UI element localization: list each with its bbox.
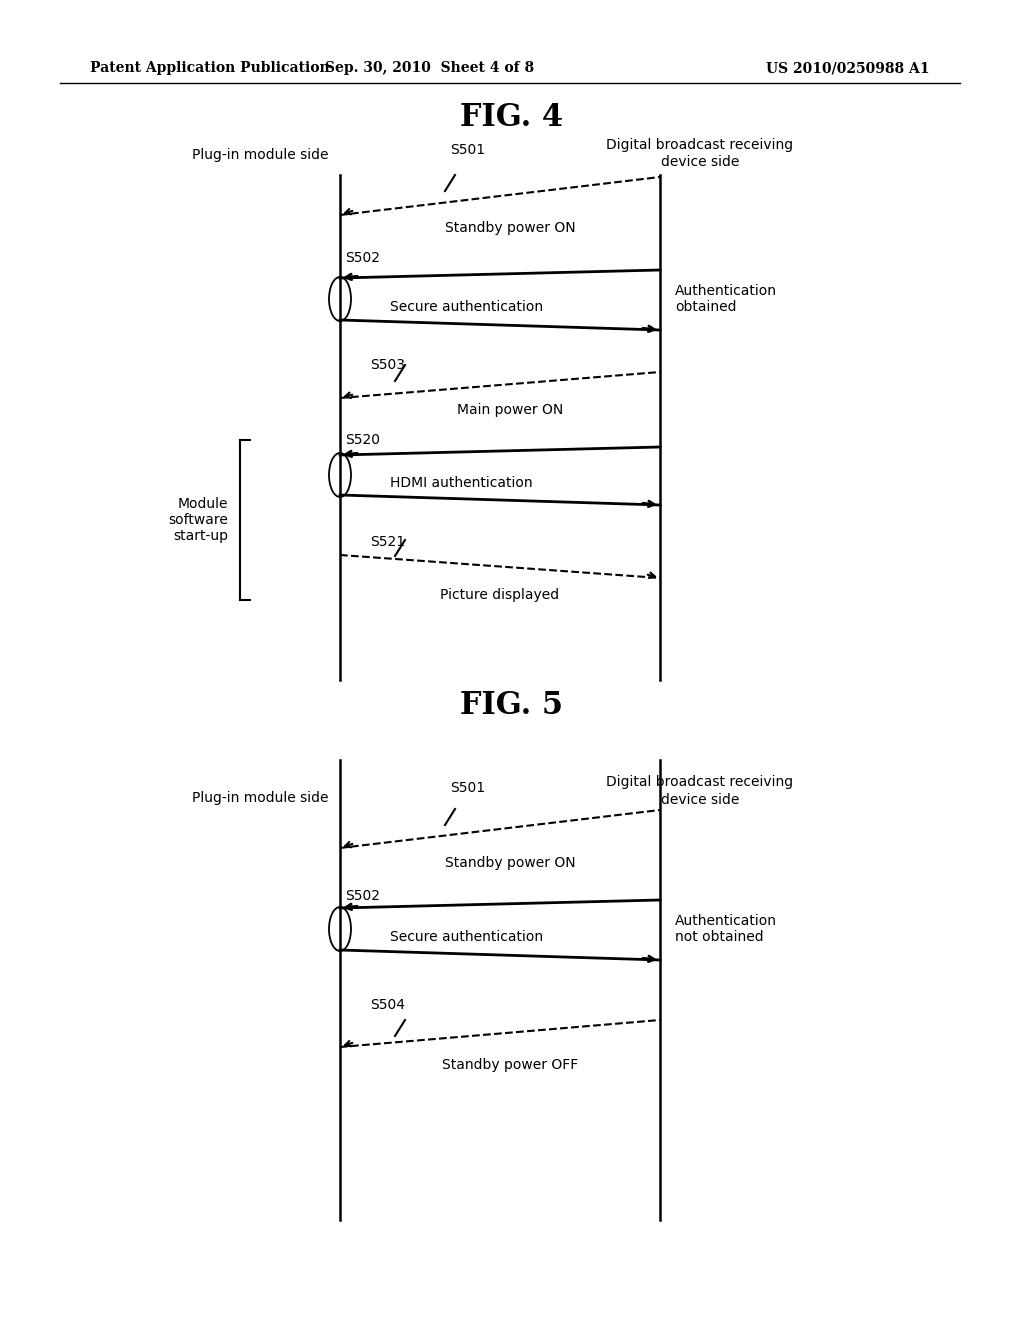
Text: FIG. 4: FIG. 4: [461, 103, 563, 133]
Text: Authentication
obtained: Authentication obtained: [675, 284, 777, 314]
Text: S503: S503: [370, 358, 406, 372]
Text: Digital broadcast receiving: Digital broadcast receiving: [606, 775, 794, 789]
Text: Sep. 30, 2010  Sheet 4 of 8: Sep. 30, 2010 Sheet 4 of 8: [326, 61, 535, 75]
Text: Module
software
start-up: Module software start-up: [168, 496, 228, 544]
Text: Standby power ON: Standby power ON: [444, 855, 575, 870]
Text: Patent Application Publication: Patent Application Publication: [90, 61, 330, 75]
Text: device side: device side: [660, 793, 739, 807]
Text: Secure authentication: Secure authentication: [390, 300, 543, 314]
Text: Authentication
not obtained: Authentication not obtained: [675, 913, 777, 944]
Text: FIG. 5: FIG. 5: [461, 689, 563, 721]
Text: Plug-in module side: Plug-in module side: [191, 148, 329, 162]
Text: Standby power ON: Standby power ON: [444, 220, 575, 235]
Text: Plug-in module side: Plug-in module side: [191, 791, 329, 805]
Text: S520: S520: [345, 433, 380, 447]
Text: S502: S502: [345, 888, 380, 903]
Text: S501: S501: [450, 143, 485, 157]
Text: Standby power OFF: Standby power OFF: [442, 1059, 579, 1072]
Text: S521: S521: [370, 535, 406, 549]
Text: S502: S502: [345, 251, 380, 265]
Text: Digital broadcast receiving: Digital broadcast receiving: [606, 139, 794, 152]
Text: Main power ON: Main power ON: [457, 403, 563, 417]
Text: device side: device side: [660, 154, 739, 169]
Text: S504: S504: [370, 998, 406, 1012]
Text: US 2010/0250988 A1: US 2010/0250988 A1: [767, 61, 930, 75]
Text: S501: S501: [450, 781, 485, 795]
Text: Secure authentication: Secure authentication: [390, 931, 543, 944]
Text: Picture displayed: Picture displayed: [440, 587, 559, 602]
Text: HDMI authentication: HDMI authentication: [390, 477, 532, 490]
